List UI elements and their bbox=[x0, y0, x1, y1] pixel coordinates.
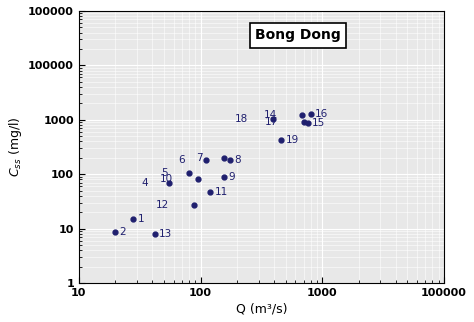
Text: 6: 6 bbox=[178, 155, 185, 165]
Text: 15: 15 bbox=[312, 118, 325, 128]
Text: 18: 18 bbox=[234, 114, 247, 124]
Text: 1: 1 bbox=[137, 214, 144, 224]
Text: 5: 5 bbox=[161, 168, 168, 178]
Text: 13: 13 bbox=[159, 229, 172, 239]
Text: 11: 11 bbox=[214, 186, 228, 196]
Text: 8: 8 bbox=[234, 155, 241, 165]
Y-axis label: $C_{ss}$ (mg/l): $C_{ss}$ (mg/l) bbox=[7, 117, 24, 177]
Text: 4: 4 bbox=[142, 178, 148, 188]
Text: 14: 14 bbox=[264, 109, 277, 119]
Text: 19: 19 bbox=[285, 135, 299, 145]
Text: 12: 12 bbox=[155, 200, 169, 210]
Text: Bong Dong: Bong Dong bbox=[255, 28, 341, 43]
Text: 10: 10 bbox=[160, 174, 173, 184]
Text: 7: 7 bbox=[196, 153, 203, 163]
Text: 2: 2 bbox=[119, 227, 126, 237]
X-axis label: Q (m³/s): Q (m³/s) bbox=[236, 302, 287, 315]
Text: 16: 16 bbox=[315, 109, 328, 118]
Text: 17: 17 bbox=[265, 117, 279, 127]
Text: 9: 9 bbox=[228, 172, 235, 182]
